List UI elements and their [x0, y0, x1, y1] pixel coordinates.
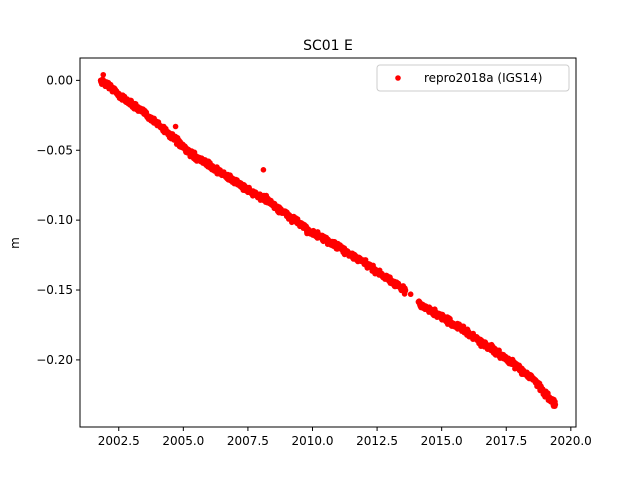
y-tick-label: −0.15 — [36, 283, 73, 297]
legend-marker — [395, 75, 401, 81]
outlier-point — [513, 361, 520, 367]
axes-frame — [79, 57, 577, 428]
y-tick-label: −0.05 — [36, 143, 73, 157]
x-tick-label: 2010.0 — [292, 434, 334, 448]
outlier-point — [172, 123, 179, 130]
chart-title: SC01 E — [303, 38, 353, 54]
x-tick-label: 2015.0 — [421, 434, 463, 448]
data-point — [552, 403, 558, 410]
y-tick-label: −0.20 — [36, 353, 73, 367]
x-tick-label: 2012.5 — [356, 434, 398, 448]
data-point — [402, 287, 409, 294]
legend-label: repro2018a (IGS14) — [424, 71, 542, 85]
x-axis: 2002.5 2005.0 2007.5 2010.0 2012.5 2015.0 2017… — [98, 427, 592, 448]
x-tick-label: 2005.0 — [162, 434, 204, 448]
outlier-point — [100, 71, 107, 78]
y-axis-label: m — [8, 237, 22, 249]
x-tick-label: 2017.5 — [485, 434, 527, 448]
legend-box — [376, 64, 570, 92]
y-axis: 0.00 −0.05 −0.10 −0.15 −0.20 — [36, 73, 80, 367]
data-point — [552, 398, 558, 405]
x-tick-label: 2002.5 — [98, 434, 140, 448]
legend: repro2018a (IGS14) — [376, 64, 570, 92]
data-point — [407, 291, 414, 298]
x-tick-label: 2007.5 — [227, 434, 269, 448]
y-tick-label: 0.00 — [46, 73, 73, 87]
y-tick-label: −0.10 — [36, 213, 73, 227]
plot-area — [97, 71, 559, 410]
x-tick-label: 2020.0 — [550, 434, 592, 448]
outlier-point — [260, 167, 267, 173]
